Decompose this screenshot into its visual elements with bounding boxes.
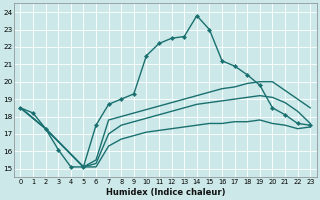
X-axis label: Humidex (Indice chaleur): Humidex (Indice chaleur) <box>106 188 225 197</box>
